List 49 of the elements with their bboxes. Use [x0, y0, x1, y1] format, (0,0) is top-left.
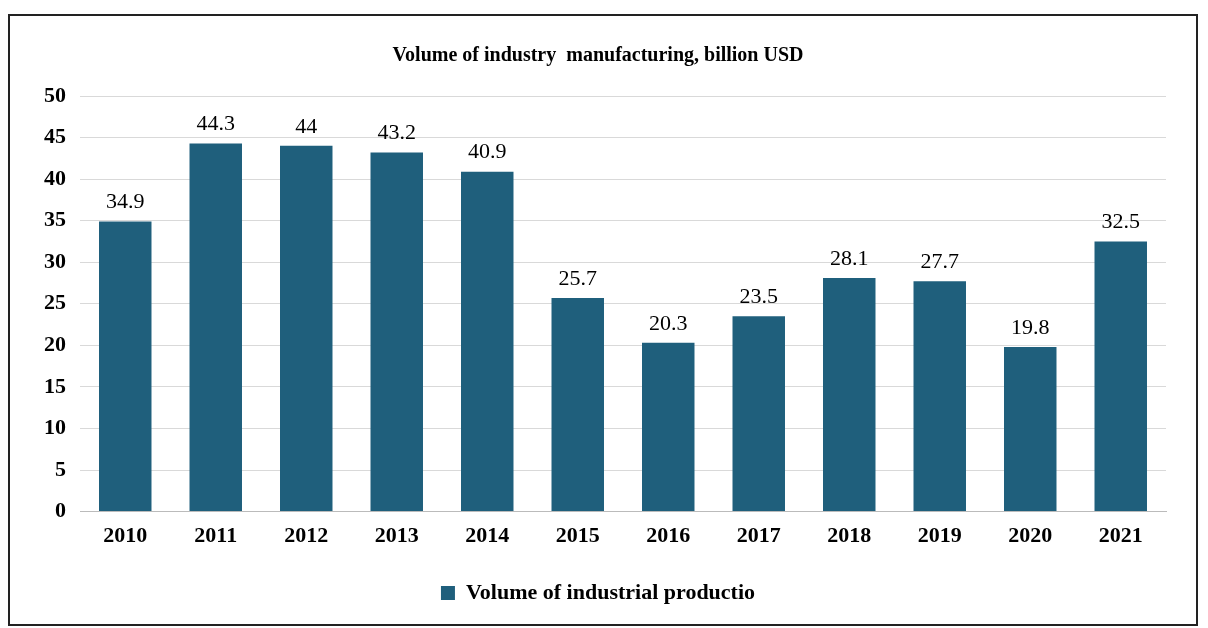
data-label: 44	[295, 112, 318, 138]
y-tick-label: 30	[44, 247, 66, 273]
data-label: 28.1	[830, 244, 869, 270]
y-tick-label: 15	[44, 372, 66, 398]
y-tick-label: 5	[55, 455, 66, 481]
x-tick-label: 2016	[646, 522, 691, 548]
bar	[732, 316, 785, 512]
bar	[1094, 241, 1147, 512]
data-label: 27.7	[920, 248, 959, 274]
bar	[551, 297, 604, 512]
x-tick-label: 2019	[917, 522, 962, 548]
bar	[461, 171, 514, 512]
data-label: 23.5	[739, 283, 778, 309]
x-tick-label: 2011	[194, 522, 238, 548]
x-tick-label: 2020	[1008, 522, 1053, 548]
y-tick-label: 50	[44, 81, 66, 107]
x-tick-label: 2010	[103, 522, 148, 548]
x-tick-label: 2013	[374, 522, 419, 548]
y-tick-label: 35	[44, 206, 66, 232]
x-tick-label: 2021	[1098, 522, 1143, 548]
y-tick-label: 0	[55, 497, 66, 523]
y-tick-label: 10	[44, 414, 66, 440]
legend-label: Volume of industrial productio	[465, 578, 756, 604]
bar	[642, 342, 695, 512]
data-label: 20.3	[649, 309, 688, 335]
bar	[370, 152, 423, 512]
x-tick-label: 2017	[736, 522, 781, 548]
data-label: 25.7	[558, 264, 597, 290]
data-label: 34.9	[106, 188, 145, 214]
chart-title: Volume of industry manufacturing, billion USD	[392, 43, 804, 67]
y-tick-label: 20	[44, 331, 66, 357]
data-label: 43.2	[377, 119, 416, 145]
x-tick-label: 2015	[555, 522, 600, 548]
y-tick-label: 25	[44, 289, 66, 315]
bar	[189, 143, 242, 512]
bar	[99, 221, 152, 512]
bar	[280, 145, 333, 512]
x-tick-label: 2018	[827, 522, 872, 548]
data-label: 32.5	[1101, 208, 1140, 234]
bar	[913, 281, 966, 512]
y-tick-label: 40	[44, 164, 66, 190]
x-tick-label: 2012	[284, 522, 329, 548]
bar	[823, 278, 876, 512]
y-tick-label: 45	[44, 123, 66, 149]
data-label: 19.8	[1011, 313, 1050, 339]
bar	[1004, 347, 1057, 512]
x-tick-label: 2014	[465, 522, 510, 548]
data-label: 44.3	[196, 110, 235, 136]
data-label: 40.9	[468, 138, 507, 164]
